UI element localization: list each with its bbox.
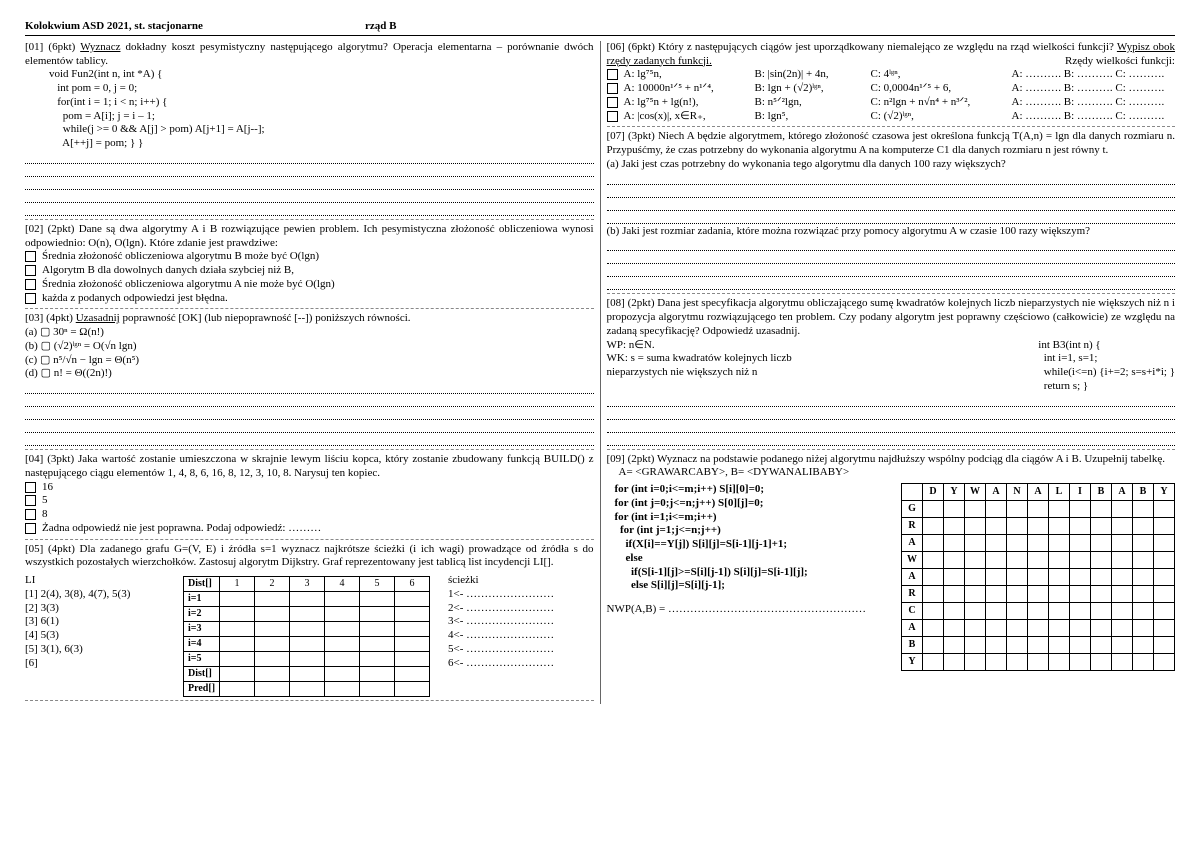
- checkbox-icon: [25, 482, 36, 493]
- q07-head: [07] (3pkt) Niech A będzie algorytmem, k…: [607, 130, 1176, 158]
- checkbox-icon: [25, 279, 36, 290]
- header-left: Kolokwium ASD 2021, st. stacjonarne: [25, 20, 365, 34]
- q01-code: void Fun2(int n, int *A) { int pom = 0, …: [25, 68, 594, 151]
- q01-tag: [01] (6pkt): [25, 41, 80, 53]
- header-right: rząd B: [365, 20, 396, 34]
- left-column: [01] (6pkt) Wyznacz dokładny koszt pesym…: [25, 41, 594, 704]
- q09-nwp: NWP(A,B) = ………………………………………………: [607, 603, 884, 617]
- q03-opt-d: (d) ▢ n! = Θ((2n)!): [25, 367, 594, 381]
- q04-head: [04] (3pkt) Jaka wartość zostanie umiesz…: [25, 453, 594, 481]
- question-01: [01] (6pkt) Wyznacz dokładny koszt pesym…: [25, 41, 594, 216]
- checkbox-icon: [25, 523, 36, 534]
- checkbox-icon: [25, 495, 36, 506]
- q05-adj-list: LI[1] 2(4), 3(8), 4(7), 5(3)[2] 3(3) [3]…: [25, 574, 165, 670]
- q04-opt-d: Żadna odpowiedź nie jest poprawna. Podaj…: [42, 522, 321, 536]
- q02-opt-a: Średnia złożoność obliczeniowa algorytmu…: [42, 250, 319, 264]
- q05-head: [05] (4pkt) Dla zadanego grafu G=(V, E) …: [25, 543, 594, 571]
- question-07: [07] (3pkt) Niech A będzie algorytmem, k…: [607, 130, 1176, 290]
- checkbox-icon: [25, 265, 36, 276]
- q08-wk1: WK: s = suma kwadratów kolejnych liczb: [607, 352, 1021, 366]
- q02-opt-b: Algorytm B dla dowolnych danych działa s…: [42, 264, 294, 278]
- q03-rest: poprawność [OK] (lub niepoprawność [--])…: [120, 312, 411, 324]
- q04-opt-a: 16: [42, 481, 53, 495]
- question-06: [06] (6pkt) Który z następujących ciągów…: [607, 41, 1176, 124]
- q09-sequences: A= <GRAWARCABY>, B= <DYWANALIBABY>: [607, 466, 1176, 480]
- two-column-layout: [01] (6pkt) Wyznacz dokładny koszt pesym…: [25, 41, 1175, 704]
- question-02: [02] (2pkt) Dane są dwa algorytmy A i B …: [25, 223, 594, 306]
- q09-lcs-table: DYWANALIBABYGRAWARCABY: [901, 483, 1175, 671]
- q04-opt-b: 5: [42, 494, 48, 508]
- checkbox-icon: [25, 251, 36, 262]
- question-05: [05] (4pkt) Dla zadanego grafu G=(V, E) …: [25, 543, 594, 698]
- q05-paths: ścieżki1<- ……………………2<- …………………… 3<- ……………: [448, 574, 554, 670]
- q08-wk2: nieparzystych nie większych niż n: [607, 366, 1021, 380]
- q09-head: [09] (2pkt) Wyznacz na podstawie podaneg…: [607, 453, 1176, 467]
- q02-opt-c: Średnia złożoność obliczeniowa algorytmu…: [42, 278, 335, 292]
- question-08: [08] (2pkt) Dana jest specyfikacja algor…: [607, 297, 1176, 445]
- q05-dist-table: Dist[]123456 i=1 i=2 i=3 i=4 i=5 Dist[] …: [183, 576, 430, 697]
- page-header: Kolokwium ASD 2021, st. stacjonarne rząd…: [25, 20, 1175, 36]
- q06-rows: A: lg⁷⁵n,B: |sin(2n)| + 4n,C: 4ˡᵍⁿ,A: ………: [607, 68, 1176, 123]
- q08-code: int B3(int n) { int i=1, s=1; while(i<=n…: [1038, 339, 1175, 394]
- q03-opt-c: (c) ▢ n⁵/√n − lgn = Θ(n⁵): [25, 354, 594, 368]
- q09-code: for (int i=0;i<=m;i++) S[i][0]=0; for (i…: [607, 483, 884, 593]
- q08-wp: WP: n∈N.: [607, 339, 1021, 353]
- question-04: [04] (3pkt) Jaka wartość zostanie umiesz…: [25, 453, 594, 536]
- q03-opt-b: (b) ▢ (√2)ˡᵍⁿ = O(√n lgn): [25, 340, 594, 354]
- q04-opt-c: 8: [42, 508, 48, 522]
- q02-head: [02] (2pkt) Dane są dwa algorytmy A i B …: [25, 223, 594, 251]
- question-03: [03] (4pkt) Uzasadnij poprawność [OK] (l…: [25, 312, 594, 446]
- right-column: [06] (6pkt) Który z następujących ciągów…: [600, 41, 1176, 704]
- checkbox-icon: [25, 509, 36, 520]
- q03-tag: [03] (4pkt): [25, 312, 76, 324]
- q07-part-b: (b) Jaki jest rozmiar zadania, które moż…: [607, 225, 1176, 239]
- question-09: [09] (2pkt) Wyznacz na podstawie podaneg…: [607, 453, 1176, 672]
- q03-uword: Uzasadnij: [76, 312, 120, 324]
- q08-head: [08] (2pkt) Dana jest specyfikacja algor…: [607, 297, 1176, 338]
- q06-rlabel: Rzędy wielkości funkcji:: [1065, 55, 1175, 69]
- q03-opt-a: (a) ▢ 30ⁿ = Ω(n!): [25, 326, 594, 340]
- q02-opt-d: każda z podanych odpowiedzi jest błędna.: [42, 292, 228, 306]
- q01-uword: Wyznacz: [80, 41, 120, 53]
- checkbox-icon: [25, 293, 36, 304]
- q07-part-a: (a) Jaki jest czas potrzebny do wykonani…: [607, 158, 1176, 172]
- q06-head: [06] (6pkt) Który z następujących ciągów…: [607, 41, 1117, 53]
